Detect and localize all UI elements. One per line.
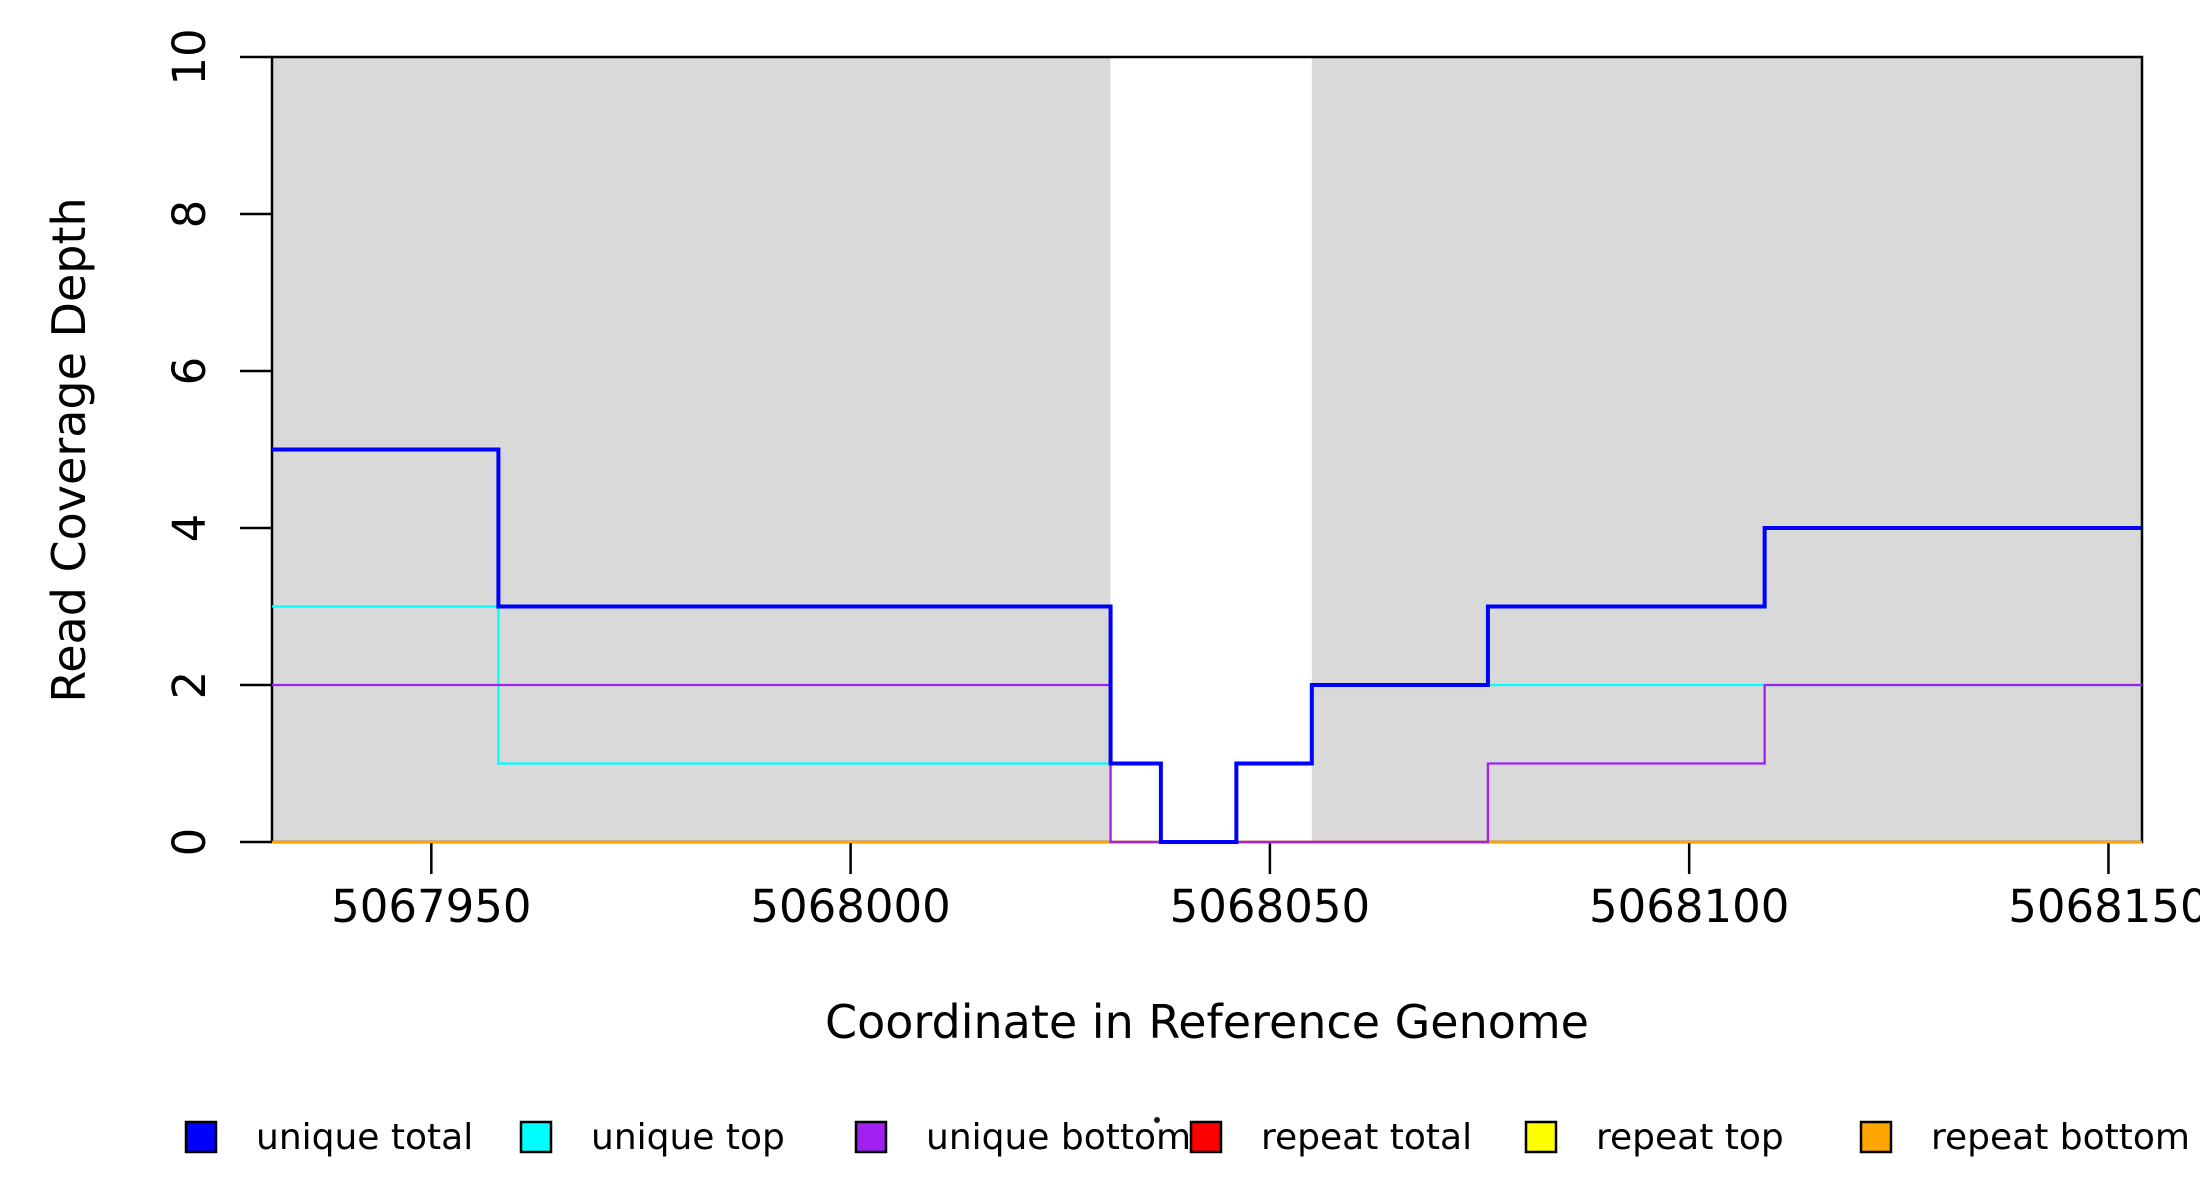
shaded-region <box>1311 57 2142 842</box>
x-tick-label: 5068000 <box>750 880 950 933</box>
legend-label-unique-top: unique top <box>591 1117 785 1158</box>
y-tick-label: 0 <box>163 828 216 857</box>
x-tick-label: 5067950 <box>331 880 531 933</box>
legend-label-repeat-total: repeat total <box>1261 1117 1472 1158</box>
legend-label-repeat-bottom: repeat bottom <box>1931 1117 2190 1158</box>
y-tick-label: 10 <box>163 28 216 85</box>
stray-dot <box>1154 1117 1160 1123</box>
x-tick-label: 5068150 <box>2008 880 2200 933</box>
y-tick-label: 2 <box>163 671 216 700</box>
legend: unique total unique top unique bottom re… <box>184 1117 2190 1158</box>
legend-swatch-repeat-total <box>1189 1120 1223 1154</box>
y-axis-title: Read Coverage Depth <box>42 197 96 702</box>
legend-swatch-unique-total <box>184 1120 218 1154</box>
x-tick-label: 5068050 <box>1170 880 1370 933</box>
legend-swatch-unique-top <box>519 1120 553 1154</box>
plot-area: 5067950 5068000 5068050 5068100 5068150 0 2 4 6 8… <box>163 28 2200 1123</box>
series-unique-total <box>272 447 2142 844</box>
legend-swatch-unique-bottom <box>854 1120 888 1154</box>
x-tick-label: 5068100 <box>1589 880 1789 933</box>
x-axis-title: Coordinate in Reference Genome <box>825 995 1589 1049</box>
legend-swatch-repeat-top <box>1524 1120 1558 1154</box>
legend-label-unique-bottom: unique bottom <box>926 1117 1191 1158</box>
legend-label-unique-total: unique total <box>256 1117 473 1158</box>
y-tick-label: 8 <box>163 200 216 229</box>
legend-label-repeat-top: repeat top <box>1596 1117 1784 1158</box>
y-tick-label: 4 <box>163 514 216 543</box>
y-tick-label: 6 <box>163 357 216 386</box>
legend-swatch-repeat-bottom <box>1859 1120 1893 1154</box>
